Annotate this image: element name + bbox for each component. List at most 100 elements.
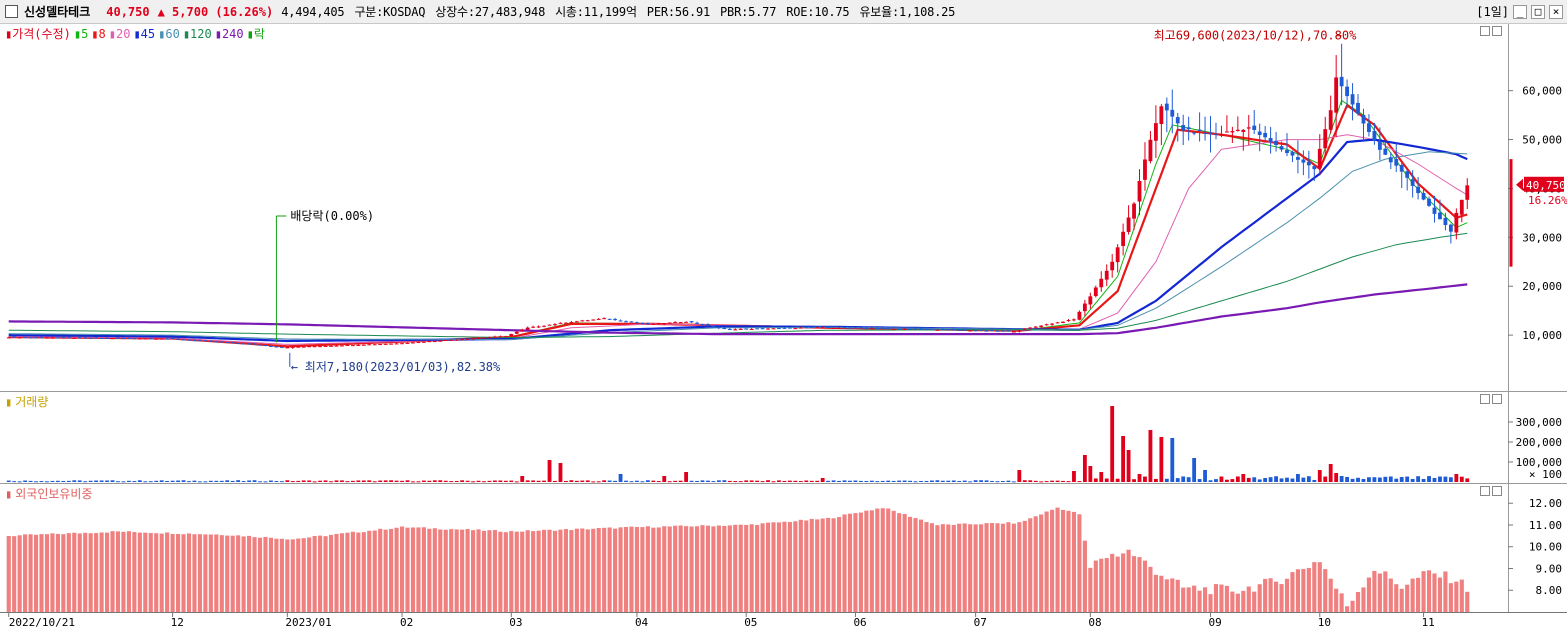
volume-bar: [744, 480, 749, 482]
foreign-ratio-bar: [1121, 553, 1126, 612]
volume-pane-minimize-icon[interactable]: [1480, 394, 1490, 404]
legend-item[interactable]: ▮8: [91, 27, 106, 41]
foreign-ratio-bar: [531, 531, 536, 612]
candle-body: [356, 344, 361, 346]
candle-body: [662, 323, 667, 325]
legend-item[interactable]: ▮5: [73, 27, 89, 41]
legend-item[interactable]: ▮가격(수정): [5, 27, 71, 41]
volume-pane[interactable]: ▮ 거래량: [0, 392, 1508, 484]
foreign-ratio-bar: [782, 521, 787, 612]
volume-legend-label: 거래량: [15, 395, 49, 409]
pane-close-icon[interactable]: [1492, 26, 1502, 36]
legend-item[interactable]: ▮45: [133, 27, 156, 41]
foreign-ratio-bar: [738, 524, 743, 612]
candle-body: [1197, 129, 1202, 132]
select-checkbox[interactable]: [5, 5, 18, 18]
foreign-ratio-bar: [1432, 573, 1437, 612]
foreign-ratio-bar: [323, 536, 328, 612]
volume-bar: [1148, 430, 1153, 482]
candle-body: [591, 319, 596, 321]
foreign-ratio-bar: [356, 532, 361, 612]
candle-body: [749, 328, 754, 330]
foreign-ratio-bar: [432, 528, 437, 612]
foreign-ratio-bar: [1055, 507, 1060, 612]
foreign-ratio-bar: [192, 534, 197, 612]
volume-bar: [45, 481, 49, 483]
volume-bar: [700, 480, 705, 482]
candle-body: [1405, 171, 1410, 178]
candle-body: [236, 342, 241, 344]
candle-body: [864, 327, 869, 329]
maximize-icon[interactable]: □: [1531, 4, 1545, 19]
legend-item[interactable]: ▮240: [214, 27, 244, 41]
candle-body: [263, 345, 268, 347]
foreign-ratio-bar: [1361, 587, 1366, 612]
candle-body: [476, 337, 481, 339]
volume-bar: [547, 460, 552, 482]
volume-bar: [1377, 477, 1382, 482]
foreign-ratio-bar: [1273, 581, 1279, 612]
legend-item[interactable]: ▮120: [182, 27, 212, 41]
candle-body: [880, 327, 885, 329]
foreign-ratio-bar: [1050, 509, 1055, 612]
x-tick-label: 08: [1088, 616, 1101, 629]
candle-body: [503, 336, 508, 338]
candle-body: [198, 340, 202, 342]
volume-pane-close-icon[interactable]: [1492, 394, 1502, 404]
pane-minimize-icon[interactable]: [1480, 26, 1490, 36]
volume-bar: [957, 481, 962, 483]
foreign-ratio-bar: [1290, 572, 1295, 612]
candle-body: [1296, 157, 1300, 160]
volume-bar: [569, 480, 574, 482]
volume-bar: [334, 480, 339, 482]
candle-body: [1132, 203, 1136, 219]
volume-bar: [1110, 406, 1115, 482]
volume-bar: [574, 480, 579, 482]
candle-body: [230, 342, 235, 344]
x-tick-label: 10: [1318, 616, 1331, 629]
candle-body: [580, 320, 585, 322]
candle-body: [689, 321, 694, 323]
foreign-ratio-bar: [1421, 571, 1426, 612]
candle-body: [1099, 278, 1104, 288]
volume-bar: [1072, 471, 1076, 482]
foreign-pane[interactable]: ▮ 외국인보유비중: [0, 484, 1508, 612]
candle-body: [400, 343, 404, 345]
volume-bar: [389, 480, 394, 482]
candle-body: [951, 329, 956, 331]
foreign-pane-close-icon[interactable]: [1492, 486, 1502, 496]
foreign-ratio-bar: [591, 528, 596, 612]
volume-bar: [23, 480, 28, 482]
price-pane[interactable]: ▮가격(수정) ▮5 ▮8 ▮20 ▮45 ▮60 ▮120 ▮240 ▮락: [0, 24, 1508, 392]
volume-bar: [962, 480, 967, 482]
foreign-ratio-bar: [154, 533, 159, 612]
foreign-ratio-bar: [678, 525, 683, 612]
candle-body: [203, 340, 208, 342]
candle-body: [1257, 131, 1262, 135]
candle-body: [105, 337, 109, 339]
legend-item[interactable]: ▮락: [246, 27, 265, 41]
volume-bar: [1367, 477, 1371, 482]
legend-item[interactable]: ▮60: [158, 27, 180, 41]
candle-body: [913, 328, 918, 330]
candle-body: [39, 337, 44, 339]
period-selector[interactable]: [1일]: [1476, 5, 1509, 19]
volume-bar: [924, 480, 929, 482]
volume-pane-controls: [1480, 394, 1502, 404]
foreign-ratio-bar: [640, 527, 645, 612]
candle-body: [334, 345, 339, 347]
candle-body: [1061, 321, 1065, 323]
close-icon[interactable]: ×: [1549, 4, 1563, 19]
candle-body: [482, 337, 486, 339]
foreign-ratio-bar: [307, 537, 312, 612]
legend-item[interactable]: ▮20: [108, 27, 131, 41]
foreign-pane-minimize-icon[interactable]: [1480, 486, 1490, 496]
foreign-ratio-bar: [1257, 584, 1262, 612]
minimize-icon[interactable]: _: [1513, 4, 1527, 19]
candle-body: [350, 345, 355, 347]
volume-bar: [979, 480, 984, 482]
foreign-ratio-bar: [290, 539, 295, 612]
x-tick-label: 11: [1422, 616, 1435, 629]
foreign-ratio-bar: [1110, 553, 1115, 612]
candle-body: [946, 329, 951, 331]
